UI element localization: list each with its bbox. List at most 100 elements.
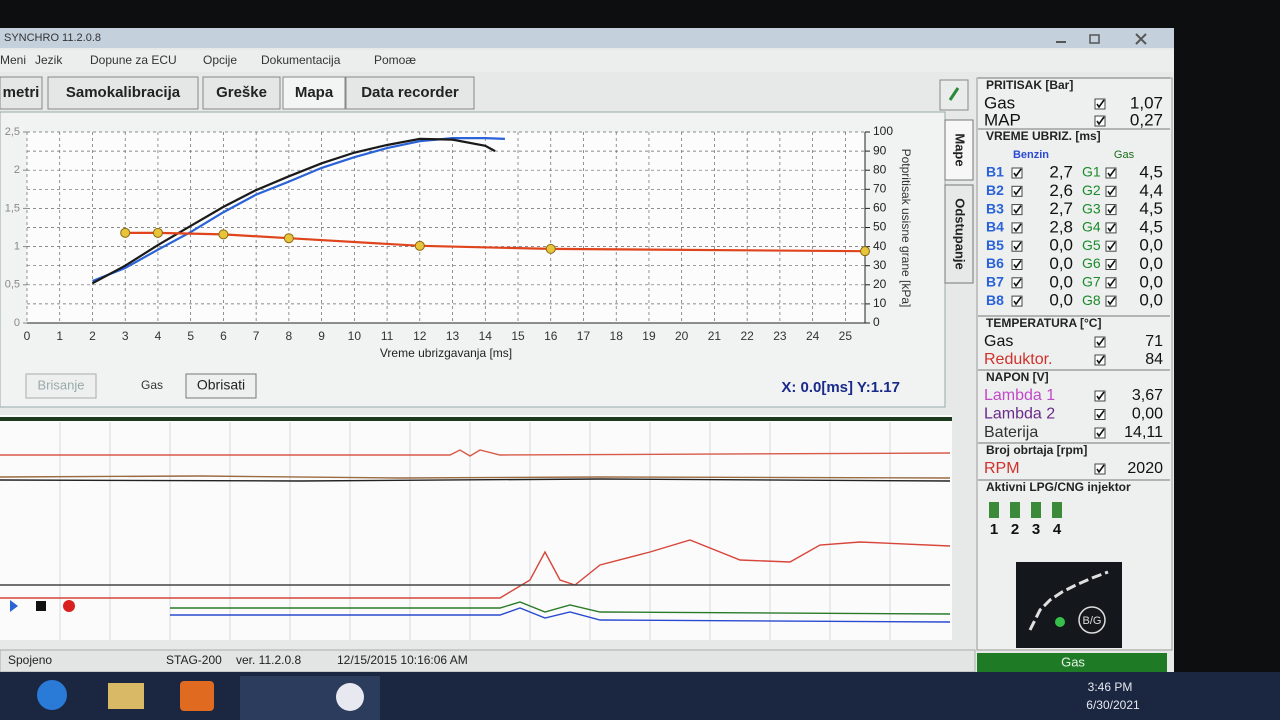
close[interactable] — [1135, 33, 1147, 45]
side-tab-label[interactable]: Odstupanje — [953, 198, 968, 270]
checkmark — [1107, 186, 1116, 196]
checkbox[interactable] — [1094, 115, 1106, 127]
checkbox[interactable] — [1011, 295, 1023, 307]
media-icon[interactable] — [180, 681, 214, 711]
checkbox[interactable] — [1011, 277, 1023, 289]
trace — [0, 449, 951, 457]
series-marker — [860, 246, 870, 257]
logo-ring — [1078, 606, 1106, 634]
tab[interactable] — [0, 76, 43, 110]
x-tick-label: 0 — [24, 329, 31, 343]
trace — [0, 475, 951, 479]
menu-item[interactable]: Meni — [0, 53, 26, 67]
menu-item[interactable]: Opcije — [203, 53, 237, 67]
checkbox[interactable] — [1105, 277, 1117, 289]
checkbox[interactable] — [1011, 185, 1023, 197]
checkmark — [1096, 428, 1105, 438]
taskbar-icons[interactable] — [37, 676, 380, 720]
checkbox[interactable] — [1011, 259, 1023, 270]
checkmark — [1096, 116, 1105, 126]
bank-value: 2,7 — [1049, 199, 1073, 218]
row-label: RPM — [984, 460, 1020, 477]
tab[interactable] — [47, 76, 199, 110]
row-label: Gas — [984, 333, 1013, 350]
app-icon[interactable] — [336, 683, 364, 711]
x-tick-label: 18 — [610, 329, 624, 343]
button[interactable] — [185, 373, 257, 399]
menu-item[interactable]: Jezik — [35, 53, 63, 67]
checkmark — [1096, 410, 1105, 419]
bank-label: B8 — [986, 292, 1004, 308]
series-marker — [283, 233, 294, 244]
x-tick-label: 16 — [544, 329, 558, 343]
tab-label[interactable]: Samokalibracija — [66, 84, 181, 101]
maximize[interactable] — [1089, 34, 1100, 44]
recorder-panel — [0, 415, 952, 640]
play[interactable] — [10, 600, 18, 612]
section-title: PRITISAK [Bar] — [986, 78, 1073, 92]
checkmark — [1013, 260, 1022, 269]
checkbox[interactable] — [1105, 222, 1117, 234]
checkbox[interactable] — [1011, 222, 1023, 234]
side-tab[interactable] — [944, 184, 974, 284]
button[interactable] — [25, 373, 97, 399]
injector-icon — [1031, 502, 1041, 518]
tab-label[interactable]: Greške — [216, 84, 267, 101]
stop[interactable] — [36, 601, 46, 611]
checkbox[interactable] — [1105, 185, 1117, 197]
tab[interactable] — [345, 76, 475, 110]
menu-item[interactable]: Dokumentacija — [261, 53, 341, 67]
button-label[interactable]: Obrisati — [197, 377, 245, 393]
checkbox[interactable] — [1094, 354, 1106, 366]
x-tick-label: 13 — [446, 329, 460, 343]
checkbox[interactable] — [1094, 427, 1106, 439]
row-label: Lambda 1 — [984, 387, 1055, 404]
tab[interactable] — [282, 76, 346, 110]
folder-icon[interactable] — [108, 683, 144, 709]
checkbox[interactable] — [1105, 240, 1117, 252]
side-tab[interactable] — [944, 119, 974, 181]
checkbox[interactable] — [1011, 240, 1023, 252]
tab-label[interactable]: metri — [3, 84, 40, 101]
row-value: 84 — [1145, 351, 1163, 368]
logo-text: B/G — [1083, 615, 1102, 627]
menu-bar — [0, 50, 1174, 72]
menu-item[interactable]: Dopune za ECU — [90, 53, 177, 67]
y2-tick-label: 80 — [873, 162, 887, 176]
checkbox[interactable] — [1105, 167, 1117, 179]
checkbox[interactable] — [1105, 295, 1117, 307]
fuel-indicator — [977, 653, 1167, 672]
checkbox[interactable] — [1011, 204, 1023, 216]
checkmark — [1107, 168, 1116, 178]
checkbox[interactable] — [1094, 336, 1106, 348]
x-tick-label: 20 — [675, 329, 689, 343]
tab-label[interactable]: Data recorder — [361, 84, 459, 101]
series-marker — [545, 243, 556, 254]
row-label: Lambda 2 — [984, 406, 1055, 423]
checkbox[interactable] — [1094, 463, 1106, 475]
bank-label: B3 — [986, 200, 1004, 216]
x-tick-label: 23 — [773, 329, 787, 343]
checkbox[interactable] — [1105, 259, 1117, 270]
checkmark — [1013, 296, 1022, 306]
y2-tick-label: 90 — [873, 143, 887, 157]
checkbox[interactable] — [1094, 98, 1106, 110]
series-marker — [152, 227, 163, 238]
section-title: NAPON [V] — [986, 370, 1049, 384]
recorder-controls[interactable] — [10, 600, 75, 612]
checkbox[interactable] — [1094, 390, 1106, 402]
button-label[interactable]: Brisanje — [38, 377, 85, 392]
window-buttons[interactable] — [1056, 33, 1147, 45]
record[interactable] — [63, 600, 75, 612]
gas-value: 0,0 — [1139, 254, 1163, 273]
browser-icon[interactable] — [37, 680, 67, 710]
side-tab-label[interactable]: Mape — [953, 133, 968, 166]
checkbox[interactable] — [1094, 409, 1106, 420]
tab[interactable] — [202, 76, 281, 110]
checkbox[interactable] — [1105, 204, 1117, 216]
tab-label[interactable]: Mapa — [295, 84, 334, 101]
y-tick-label: 1,5 — [5, 202, 20, 214]
checkbox[interactable] — [1011, 167, 1023, 179]
y2-tick-label: 70 — [873, 181, 887, 195]
menu-item[interactable]: Pomoæ — [374, 53, 416, 67]
